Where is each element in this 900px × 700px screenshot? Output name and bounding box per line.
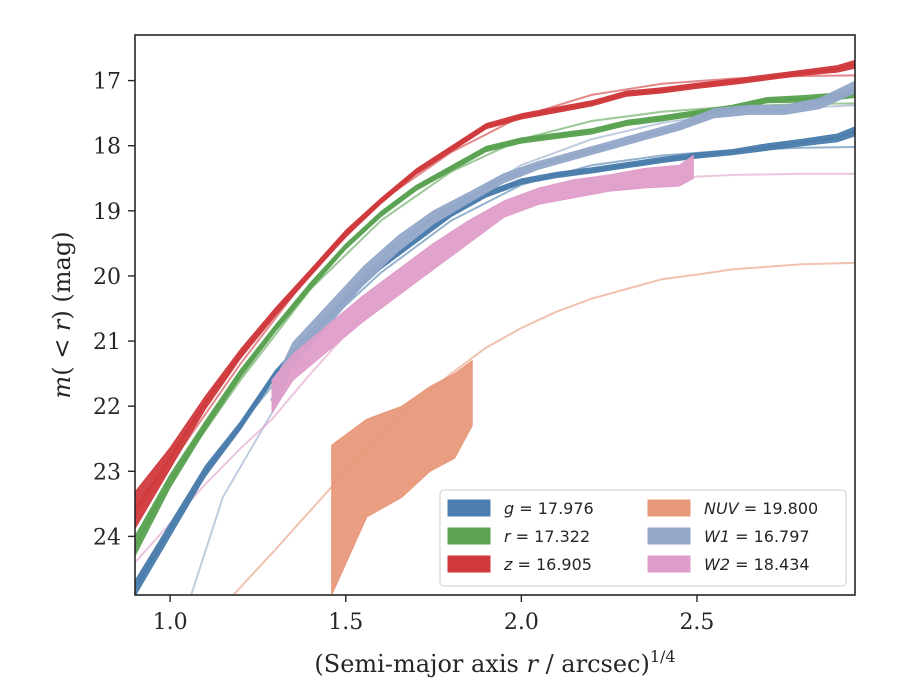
plot-frame — [134, 34, 856, 596]
x-tick-label-0: 1.0 — [153, 610, 188, 635]
legend-label-5: W2 = 18.434 — [704, 555, 810, 574]
y-tick-label-2: 19 — [93, 200, 121, 225]
x-tick-label-3: 2.5 — [679, 610, 714, 635]
legend-box — [439, 489, 847, 587]
y-tick-label-3: 20 — [93, 265, 121, 290]
y-tick-label-5: 22 — [93, 395, 121, 420]
y-axis-title: m( < r) (mag) — [48, 231, 76, 398]
x-axis-title: (Semi-major axis r / arcsec)1/4 — [314, 647, 675, 678]
x-tick-label-1: 1.5 — [328, 610, 363, 635]
profile-band-3 — [331, 360, 473, 595]
profile-band-2 — [135, 59, 855, 530]
y-tick-label-4: 21 — [93, 330, 121, 355]
x-tick-label-2: 2.0 — [504, 610, 539, 635]
y-tick-label-7: 24 — [93, 525, 121, 550]
legend-label-4: W1 = 16.797 — [704, 527, 810, 546]
profile-line-2 — [135, 62, 855, 512]
y-tick-label-0: 17 — [93, 70, 121, 95]
profile-line-1 — [135, 92, 855, 548]
profile-band-5 — [271, 155, 694, 414]
y-tick-label-6: 23 — [93, 460, 121, 485]
legend-label-0: g = 17.976 — [504, 499, 594, 518]
legend-label-3: NUV = 19.800 — [704, 499, 818, 518]
legend-label-1: r = 17.322 — [504, 527, 590, 546]
legend-swatch-2 — [447, 555, 491, 573]
profile-band-4 — [271, 80, 855, 414]
legend-swatch-0 — [447, 499, 491, 517]
y-tick-label-1: 18 — [93, 135, 121, 160]
legend-swatch-4 — [647, 527, 691, 545]
legend-swatch-1 — [447, 527, 491, 545]
legend-label-2: z = 16.905 — [503, 555, 592, 574]
legend: g = 17.976 r = 17.322 z = 16.905 NUV = 19.8… — [439, 489, 847, 587]
profile-line-0 — [135, 129, 855, 590]
legend-swatch-5 — [647, 555, 691, 573]
profile-line-4 — [270, 85, 855, 402]
legend-swatch-3 — [647, 499, 691, 517]
